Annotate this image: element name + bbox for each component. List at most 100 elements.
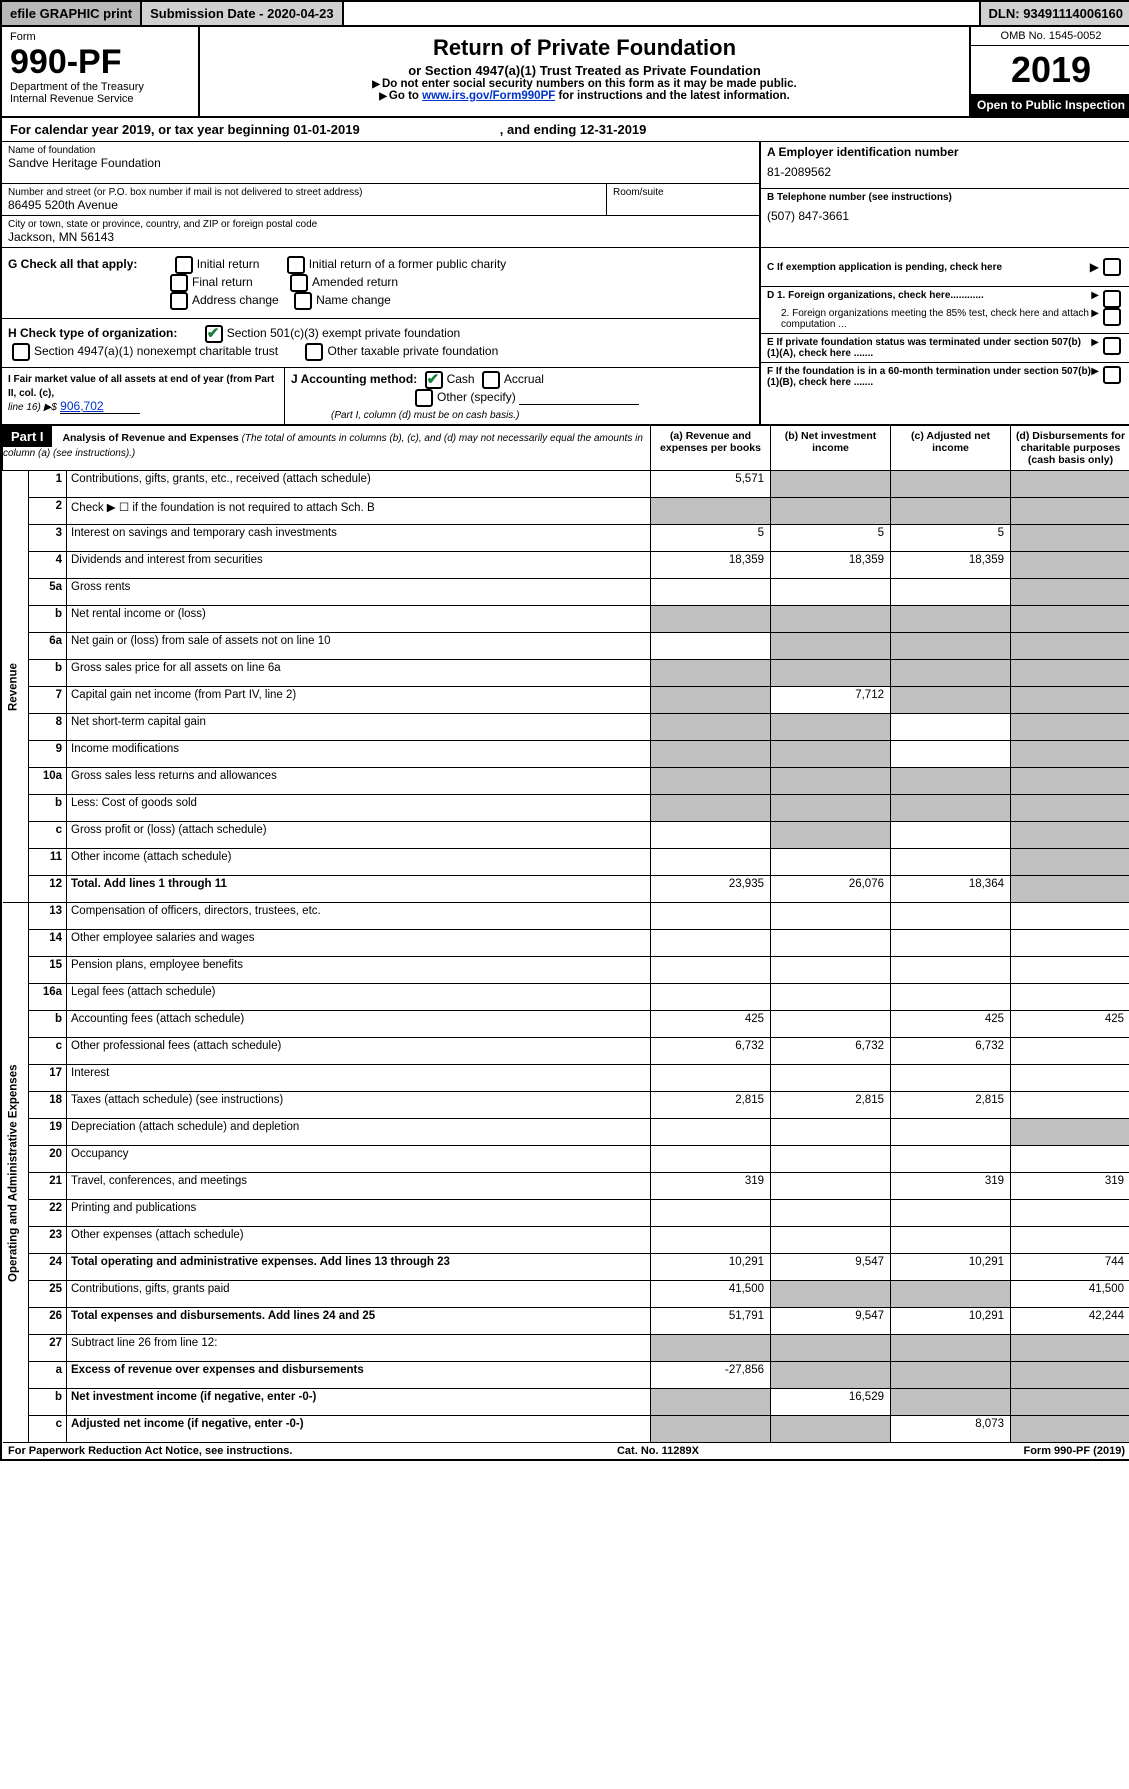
col-c-header: (c) Adjusted net income [891,426,1011,471]
calendar-year-row: For calendar year 2019, or tax year begi… [2,118,1129,142]
section-h-label: H Check type of organization: [8,326,177,340]
col-b-value [771,849,891,876]
line-number: 22 [29,1200,67,1227]
col-d-value [1011,1119,1129,1146]
fmv-value[interactable]: 906,702 [60,399,140,414]
col-d-value [1011,714,1129,741]
col-b-value [771,768,891,795]
line-description: Legal fees (attach schedule) [67,984,651,1011]
cash-checkbox[interactable] [425,371,443,389]
col-d-value [1011,552,1129,579]
col-c-value [891,1335,1011,1362]
line-description: Capital gain net income (from Part IV, l… [67,687,651,714]
line-number: 10a [29,768,67,795]
footer-left: For Paperwork Reduction Act Notice, see … [8,1445,292,1457]
col-b-value [771,1200,891,1227]
col-c-value [891,849,1011,876]
col-c-value: 5 [891,525,1011,552]
opt-other-specify: Other (specify) [437,390,516,404]
note-goto-post: for instructions and the latest informat… [555,90,790,102]
col-c-value [891,714,1011,741]
col-c-value: 6,732 [891,1038,1011,1065]
col-a-value [651,660,771,687]
line-number: 7 [29,687,67,714]
d1-checkbox[interactable] [1103,290,1121,308]
col-c-value [891,606,1011,633]
col-c-value: 8,073 [891,1416,1011,1443]
col-d-value [1011,849,1129,876]
col-a-value [651,1389,771,1416]
section-c-label: C If exemption application is pending, c… [767,262,1090,273]
f-checkbox[interactable] [1103,366,1121,384]
col-b-value [771,1173,891,1200]
line-description: Total operating and administrative expen… [67,1254,651,1281]
col-a-value [651,903,771,930]
initial-public-checkbox[interactable] [287,256,305,274]
form-url-link[interactable]: www.irs.gov/Form990PF [422,90,555,102]
col-c-value [891,1281,1011,1308]
footer-cat: Cat. No. 11289X [617,1445,699,1457]
dln: DLN: 93491114006160 [979,2,1129,25]
part-i-title: Analysis of Revenue and Expenses [62,432,238,444]
col-d-value: 744 [1011,1254,1129,1281]
col-a-value: 10,291 [651,1254,771,1281]
line-number: 17 [29,1065,67,1092]
d2-checkbox[interactable] [1103,308,1121,326]
col-a-value [651,498,771,525]
col-d-value: 41,500 [1011,1281,1129,1308]
exemption-pending-checkbox[interactable] [1103,258,1121,276]
address-change-checkbox[interactable] [170,292,188,310]
col-d-value [1011,1038,1129,1065]
line-description: Accounting fees (attach schedule) [67,1011,651,1038]
line-description: Other employee salaries and wages [67,930,651,957]
f-label: F If the foundation is in a 60-month ter… [767,366,1091,388]
line-number: 21 [29,1173,67,1200]
col-b-value: 16,529 [771,1389,891,1416]
4947-checkbox[interactable] [12,343,30,361]
col-b-value: 18,359 [771,552,891,579]
form-label: Form [10,31,190,43]
irs-label: Internal Revenue Service [10,93,190,105]
cal-begin: For calendar year 2019, or tax year begi… [10,122,360,137]
col-b-value: 6,732 [771,1038,891,1065]
efile-print[interactable]: efile GRAPHIC print [2,2,142,25]
col-c-value [891,1065,1011,1092]
form-subtitle: or Section 4947(a)(1) Trust Treated as P… [210,63,959,78]
line-number: b [29,1011,67,1038]
opt-other-taxable: Other taxable private foundation [327,344,498,358]
amended-checkbox[interactable] [290,274,308,292]
line-number: b [29,606,67,633]
col-d-header: (d) Disbursements for charitable purpose… [1011,426,1129,471]
col-c-value: 10,291 [891,1254,1011,1281]
e-checkbox[interactable] [1103,337,1121,355]
col-a-value [651,957,771,984]
501c3-checkbox[interactable] [205,325,223,343]
name-change-checkbox[interactable] [294,292,312,310]
other-taxable-checkbox[interactable] [305,343,323,361]
line-number: 11 [29,849,67,876]
col-c-value: 319 [891,1173,1011,1200]
omb-number: OMB No. 1545-0052 [971,27,1129,46]
col-d-value [1011,1200,1129,1227]
col-b-value [771,903,891,930]
accrual-checkbox[interactable] [482,371,500,389]
line-number: 18 [29,1092,67,1119]
line-description: Depreciation (attach schedule) and deple… [67,1119,651,1146]
col-a-value [651,1416,771,1443]
expenses-label: Operating and Administrative Expenses [3,903,29,1443]
other-method-checkbox[interactable] [415,389,433,407]
col-d-value [1011,1065,1129,1092]
phone-label: B Telephone number (see instructions) [767,192,1125,203]
room-label: Room/suite [613,187,753,198]
line-number: 1 [29,471,67,498]
note-ssn: Do not enter social security numbers on … [382,78,797,90]
line-description: Total expenses and disbursements. Add li… [67,1308,651,1335]
addr-label: Number and street (or P.O. box number if… [8,187,600,198]
initial-return-checkbox[interactable] [175,256,193,274]
line-description: Travel, conferences, and meetings [67,1173,651,1200]
section-j-label: J Accounting method: [291,372,417,386]
col-a-value: 6,732 [651,1038,771,1065]
opt-final: Final return [192,275,253,289]
col-a-value: 425 [651,1011,771,1038]
final-return-checkbox[interactable] [170,274,188,292]
